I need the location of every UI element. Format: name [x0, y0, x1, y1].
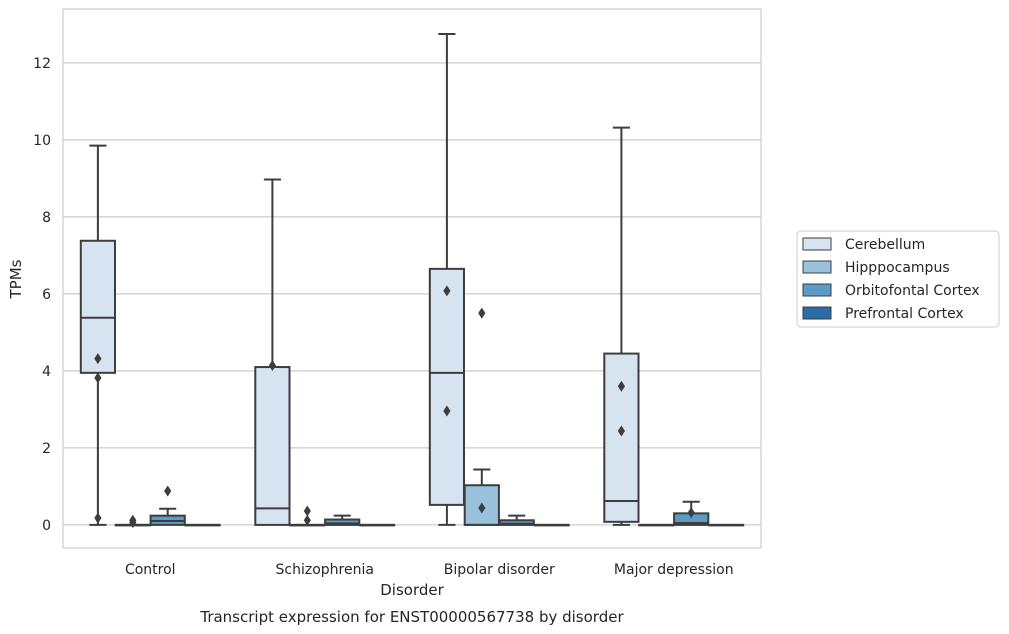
outlier-point [617, 425, 625, 437]
outlier-point [94, 353, 102, 365]
box-cerebellum [254, 178, 291, 526]
outlier-point [303, 514, 311, 526]
legend-item: Prefrontal Cortex [802, 306, 964, 322]
outlier-point [303, 505, 311, 517]
box-orbitofontal-cortex [673, 500, 710, 526]
y-axis-label: TPMs [7, 259, 25, 299]
legend-label: Prefrontal Cortex [845, 306, 964, 322]
legend-frame [796, 230, 1000, 328]
x-tick-labels: Control Schizophrenia Bipolar disorder Majo… [125, 562, 734, 578]
y-tick-label: 6 [42, 287, 51, 303]
box-prefrontal-cortex [358, 523, 396, 527]
legend-label: Orbitofontal Cortex [845, 283, 980, 299]
box-body [428, 267, 466, 506]
y-tick-label: 10 [33, 133, 51, 149]
outlier-point [443, 285, 451, 297]
outlier-point [164, 485, 172, 497]
outlier-point [617, 380, 625, 392]
box-orbitofontal-cortex [149, 485, 186, 526]
box-cerebellum [79, 144, 117, 526]
outlier-point [129, 517, 137, 529]
x-axis-label: Disorder [380, 581, 444, 599]
x-tick-label: Control [125, 562, 176, 578]
legend-item: Cerebellum [802, 237, 925, 253]
plot-frame [62, 8, 762, 549]
box-prefrontal-cortex [184, 523, 221, 527]
y-tick-label: 8 [42, 210, 51, 226]
outlier-point [687, 507, 695, 519]
y-tick-label: 12 [33, 56, 51, 72]
box-prefrontal-cortex [707, 523, 745, 527]
y-tick-label: 4 [42, 364, 51, 380]
outlier-point [94, 512, 102, 524]
box-hipppocampus [463, 307, 500, 526]
legend-swatch [802, 237, 832, 251]
outlier-point [478, 307, 486, 319]
box-orbitofontal-cortex [498, 514, 535, 526]
box-body [79, 239, 117, 374]
legend-item: Orbitofontal Cortex [802, 283, 980, 299]
box-cerebellum [428, 33, 466, 526]
box-hipppocampus [114, 514, 151, 529]
box-body [254, 366, 291, 526]
outlier-point [478, 502, 486, 514]
box-orbitofontal-cortex [324, 514, 361, 526]
box-series [79, 33, 745, 529]
box-body [324, 518, 361, 526]
y-tick-labels: 0 2 4 6 8 10 12 [33, 56, 51, 534]
x-tick-label: Schizophrenia [276, 562, 374, 578]
outlier-point [268, 360, 276, 372]
legend-swatch [802, 306, 832, 320]
x-tick-label: Major depression [614, 562, 734, 578]
legend-label: Cerebellum [845, 237, 925, 253]
box-prefrontal-cortex [533, 523, 570, 527]
y-tick-label: 0 [42, 518, 51, 534]
box-cerebellum [603, 126, 640, 526]
outlier-point [94, 372, 102, 384]
box-hipppocampus [638, 523, 675, 527]
legend-swatch [802, 283, 832, 297]
outlier-point [443, 405, 451, 417]
legend-item: Hipppocampus [802, 260, 950, 276]
y-tick-label: 2 [42, 441, 51, 457]
legend: Cerebellum Hipppocampus Orbitofontal Corte… [796, 230, 1000, 328]
box-body [603, 352, 640, 523]
x-tick-label: Bipolar disorder [444, 562, 555, 578]
box-body [498, 519, 535, 526]
chart-caption: Transcript expression for ENST0000056773… [199, 608, 624, 626]
legend-label: Hipppocampus [845, 260, 950, 276]
legend-swatch [802, 260, 832, 274]
